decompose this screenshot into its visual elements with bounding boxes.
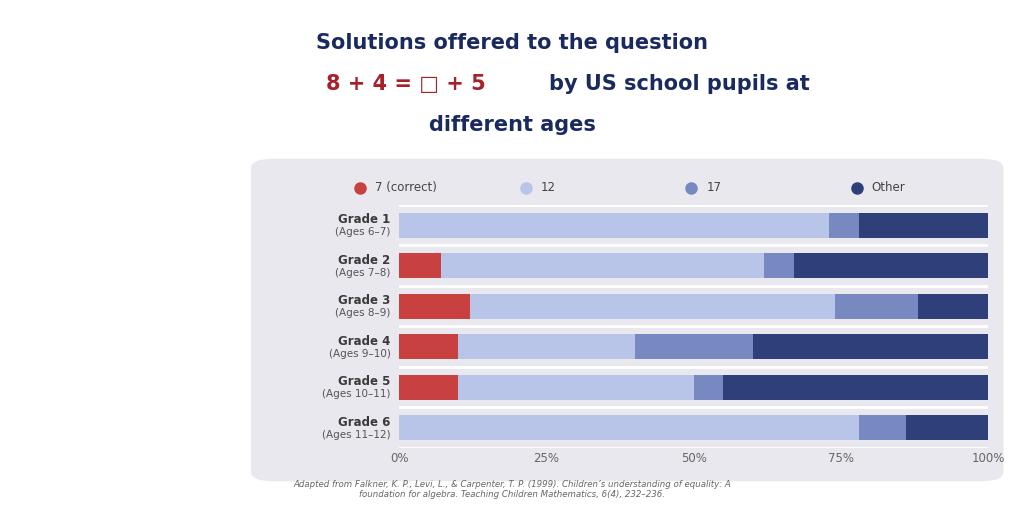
Text: Solutions offered to the question: Solutions offered to the question <box>316 33 708 53</box>
Bar <box>440 253 764 278</box>
Bar <box>753 334 988 359</box>
Text: 17: 17 <box>707 181 721 194</box>
Bar <box>836 293 918 318</box>
Text: Adapted from Falkner, K. P., Levi, L., & Carpenter, T. P. (1999). Children’s und: Adapted from Falkner, K. P., Levi, L., &… <box>293 480 731 499</box>
Text: 12: 12 <box>541 181 556 194</box>
Bar <box>399 415 858 440</box>
Text: 8 + 4 = □ + 5 by US school pupils at: 8 + 4 = □ + 5 by US school pupils at <box>298 74 726 94</box>
Text: (Ages 8–9): (Ages 8–9) <box>335 308 390 318</box>
Bar <box>399 212 829 238</box>
Text: by US school pupils at: by US school pupils at <box>549 74 810 94</box>
Text: Grade 4: Grade 4 <box>338 335 390 348</box>
Bar <box>918 293 988 318</box>
Text: Grade 2: Grade 2 <box>338 254 390 267</box>
Text: Other: Other <box>871 181 905 194</box>
Text: Grade 5: Grade 5 <box>338 375 390 389</box>
Bar <box>470 293 836 318</box>
Text: different ages: different ages <box>429 115 595 135</box>
Text: (Ages 10–11): (Ages 10–11) <box>322 390 390 399</box>
Bar <box>635 334 753 359</box>
Bar <box>829 212 858 238</box>
Bar <box>794 253 988 278</box>
Bar <box>459 334 635 359</box>
Bar <box>399 375 459 400</box>
Bar <box>764 253 794 278</box>
Bar <box>399 334 459 359</box>
Bar <box>906 415 988 440</box>
Text: (Ages 6–7): (Ages 6–7) <box>335 227 390 238</box>
Text: (Ages 7–8): (Ages 7–8) <box>335 268 390 278</box>
Text: Grade 6: Grade 6 <box>338 416 390 429</box>
Bar <box>858 212 988 238</box>
Text: Grade 3: Grade 3 <box>338 294 390 307</box>
Bar <box>399 253 440 278</box>
Bar <box>459 375 694 400</box>
Text: 7 (correct): 7 (correct) <box>375 181 437 194</box>
Text: Grade 1: Grade 1 <box>338 214 390 226</box>
FancyBboxPatch shape <box>251 159 1004 481</box>
Bar <box>723 375 988 400</box>
Bar <box>858 415 906 440</box>
Text: (Ages 9–10): (Ages 9–10) <box>329 349 390 359</box>
Text: (Ages 11–12): (Ages 11–12) <box>322 430 390 440</box>
Bar <box>399 293 470 318</box>
Text: 8 + 4 = □ + 5: 8 + 4 = □ + 5 <box>326 74 493 94</box>
Bar <box>694 375 723 400</box>
